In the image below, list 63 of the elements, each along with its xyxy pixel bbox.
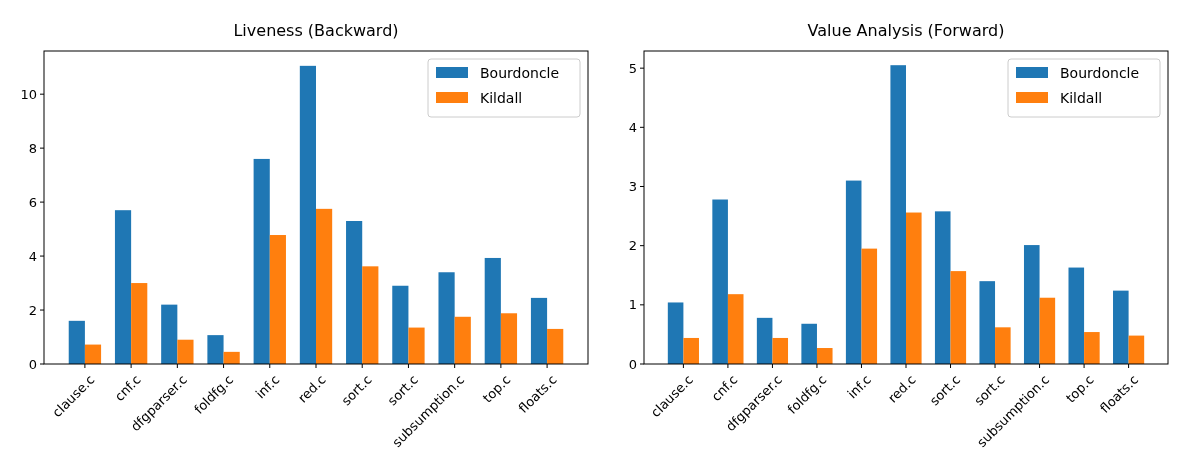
bar	[861, 248, 878, 364]
bar	[756, 317, 773, 364]
y-tick-label: 4	[28, 248, 37, 264]
legend-label: Bourdoncle	[480, 64, 560, 81]
bar	[667, 302, 684, 364]
x-tick-label: inf.c	[252, 371, 283, 402]
bar	[845, 180, 862, 364]
bar	[683, 337, 699, 364]
bar	[500, 313, 518, 364]
y-tick-label: 10	[20, 86, 37, 102]
bar	[1113, 290, 1129, 364]
y-tick-label: 2	[28, 302, 37, 318]
legend-label: Bourdoncle	[1060, 64, 1140, 81]
bar	[454, 316, 471, 364]
bar	[1023, 245, 1040, 364]
bar	[408, 327, 425, 364]
y-tick-label: 0	[628, 356, 637, 372]
bar	[362, 266, 379, 364]
y-tick-label: 1	[628, 297, 637, 313]
bar	[177, 339, 194, 364]
y-tick-label: 0	[28, 356, 37, 372]
bar	[346, 220, 363, 364]
y-tick-label: 2	[628, 238, 637, 254]
bar	[269, 235, 286, 364]
bar	[114, 210, 132, 364]
bar	[207, 335, 224, 364]
legend-label: Kildall	[480, 89, 523, 106]
bar	[906, 212, 922, 364]
bar	[547, 328, 564, 364]
bar	[934, 211, 951, 364]
legend-label: Kildall	[1060, 89, 1103, 106]
bar	[1039, 297, 1056, 364]
bar	[772, 337, 789, 364]
bar	[1128, 335, 1145, 364]
y-tick-label: 5	[628, 60, 637, 76]
bar	[1068, 267, 1085, 364]
bar	[484, 257, 501, 364]
y-tick-label: 3	[628, 179, 637, 195]
bar	[979, 281, 996, 364]
bar	[131, 283, 148, 364]
y-tick-label: 6	[28, 194, 37, 210]
y-tick-label: 4	[628, 119, 637, 135]
bar	[816, 348, 833, 364]
bar	[392, 285, 409, 364]
bar	[438, 272, 455, 364]
bar	[712, 199, 728, 364]
y-tick-label: 8	[28, 140, 37, 156]
chart-title: Value Analysis (Forward)	[807, 21, 1005, 40]
bar	[223, 351, 240, 364]
bar	[253, 158, 270, 364]
bar	[801, 323, 817, 364]
bar	[299, 65, 316, 364]
bar	[161, 304, 178, 364]
bar	[84, 344, 102, 364]
bar	[530, 297, 548, 364]
bar	[316, 208, 333, 364]
bar	[1084, 332, 1100, 364]
bar	[890, 65, 906, 364]
chart-title: Liveness (Backward)	[233, 21, 399, 40]
bar	[727, 294, 744, 364]
bar	[995, 327, 1011, 364]
bar	[950, 271, 967, 364]
bar	[68, 320, 85, 364]
